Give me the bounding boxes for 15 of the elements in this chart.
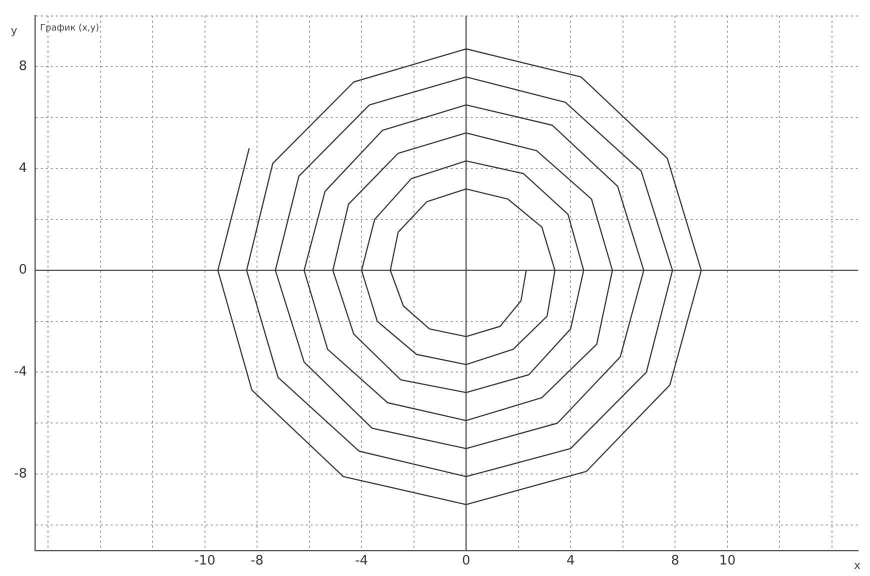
x-tick-label: 4 bbox=[566, 554, 575, 569]
x-tick-label: -8 bbox=[250, 554, 264, 569]
x-tick-label: 10 bbox=[719, 554, 736, 569]
x-tick-label: -10 bbox=[194, 554, 216, 569]
x-tick-label: 8 bbox=[670, 554, 680, 569]
text: График (x,y) bbox=[40, 24, 100, 34]
x-tick-label: -4 bbox=[355, 554, 368, 569]
y-tick-label: 0 bbox=[18, 262, 27, 278]
y-tick-label: 4 bbox=[18, 160, 27, 176]
x-axis-title: x bbox=[854, 558, 861, 572]
y-tick-label: -4 bbox=[14, 364, 27, 380]
y-tick-label: -8 bbox=[14, 466, 27, 482]
y-axis-title: y bbox=[10, 24, 18, 38]
x-tick-label: 0 bbox=[462, 554, 470, 569]
y-tick-label: 8 bbox=[18, 59, 27, 74]
